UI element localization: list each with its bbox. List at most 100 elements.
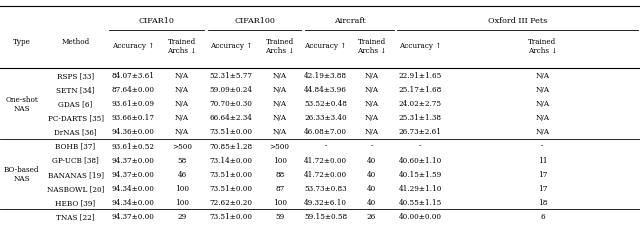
Text: 40.15±1.59: 40.15±1.59 [399, 170, 442, 178]
Text: 72.62±0.20: 72.62±0.20 [209, 198, 253, 206]
Text: N/A: N/A [273, 72, 287, 80]
Text: 24.02±2.75: 24.02±2.75 [399, 100, 442, 108]
Text: Trained
Archs ↓: Trained Archs ↓ [265, 38, 294, 55]
Text: Trained
Archs ↓: Trained Archs ↓ [168, 38, 196, 55]
Text: N/A: N/A [535, 100, 550, 108]
Text: N/A: N/A [364, 72, 379, 80]
Text: TNAS [22]: TNAS [22] [56, 212, 95, 220]
Text: CIFAR100: CIFAR100 [234, 17, 275, 25]
Text: 59: 59 [275, 212, 284, 220]
Text: 17: 17 [538, 184, 547, 192]
Text: BANANAS [19]: BANANAS [19] [47, 170, 104, 178]
Text: 94.37±0.00: 94.37±0.00 [111, 170, 154, 178]
Text: 87.64±0.00: 87.64±0.00 [111, 86, 154, 94]
Text: 52.31±5.77: 52.31±5.77 [209, 72, 253, 80]
Text: 58: 58 [177, 156, 187, 164]
Text: 100: 100 [273, 198, 287, 206]
Text: RSPS [33]: RSPS [33] [57, 72, 94, 80]
Text: SETN [34]: SETN [34] [56, 86, 95, 94]
Text: Type: Type [13, 38, 31, 46]
Text: 73.51±0.00: 73.51±0.00 [209, 170, 253, 178]
Text: 100: 100 [175, 198, 189, 206]
Text: Aircraft: Aircraft [333, 17, 365, 25]
Text: Accuracy ↑: Accuracy ↑ [304, 42, 347, 50]
Text: 42.19±3.88: 42.19±3.88 [304, 72, 347, 80]
Text: 41.72±0.00: 41.72±0.00 [304, 156, 347, 164]
Text: 25.31±1.38: 25.31±1.38 [399, 114, 442, 122]
Text: 40.00±0.00: 40.00±0.00 [399, 212, 442, 220]
Text: Oxford III Pets: Oxford III Pets [488, 17, 547, 25]
Text: 84.07±3.61: 84.07±3.61 [111, 72, 154, 80]
Text: -: - [541, 142, 543, 150]
Text: N/A: N/A [535, 86, 550, 94]
Text: 41.72±0.00: 41.72±0.00 [304, 170, 347, 178]
Text: Trained
Archs ↓: Trained Archs ↓ [528, 38, 557, 55]
Text: N/A: N/A [535, 128, 550, 136]
Text: 53.73±0.83: 53.73±0.83 [304, 184, 347, 192]
Text: N/A: N/A [535, 72, 550, 80]
Text: 49.32±6.10: 49.32±6.10 [304, 198, 347, 206]
Text: 59.09±0.24: 59.09±0.24 [209, 86, 253, 94]
Text: One-shot
NAS: One-shot NAS [5, 95, 38, 112]
Text: 11: 11 [538, 156, 547, 164]
Text: 70.70±0.30: 70.70±0.30 [210, 100, 252, 108]
Text: N/A: N/A [175, 100, 189, 108]
Text: 94.34±0.00: 94.34±0.00 [111, 198, 154, 206]
Text: 26.73±2.61: 26.73±2.61 [399, 128, 442, 136]
Text: -: - [419, 142, 421, 150]
Text: N/A: N/A [175, 128, 189, 136]
Text: 41.29±1.10: 41.29±1.10 [399, 184, 442, 192]
Text: 93.66±0.17: 93.66±0.17 [111, 114, 154, 122]
Text: N/A: N/A [364, 100, 379, 108]
Text: 94.37±0.00: 94.37±0.00 [111, 156, 154, 164]
Text: -: - [371, 142, 372, 150]
Text: CIFAR10: CIFAR10 [139, 17, 175, 25]
Text: 53.52±0.48: 53.52±0.48 [304, 100, 347, 108]
Text: BO-based
NAS: BO-based NAS [4, 166, 40, 183]
Text: 18: 18 [538, 198, 547, 206]
Text: 93.61±0.09: 93.61±0.09 [111, 100, 154, 108]
Text: Accuracy ↑: Accuracy ↑ [210, 42, 252, 50]
Text: 26: 26 [367, 212, 376, 220]
Text: 25.17±1.68: 25.17±1.68 [399, 86, 442, 94]
Text: 40.55±1.15: 40.55±1.15 [399, 198, 442, 206]
Text: 40.60±1.10: 40.60±1.10 [399, 156, 442, 164]
Text: Method: Method [61, 38, 90, 46]
Text: 29: 29 [177, 212, 187, 220]
Text: Trained
Archs ↓: Trained Archs ↓ [357, 38, 386, 55]
Text: N/A: N/A [175, 72, 189, 80]
Text: N/A: N/A [364, 86, 379, 94]
Text: 17: 17 [538, 170, 547, 178]
Text: 40: 40 [367, 170, 376, 178]
Text: BOHB [37]: BOHB [37] [56, 142, 95, 150]
Text: N/A: N/A [535, 114, 550, 122]
Text: PC-DARTS [35]: PC-DARTS [35] [47, 114, 104, 122]
Text: 73.51±0.00: 73.51±0.00 [209, 212, 253, 220]
Text: 87: 87 [275, 184, 284, 192]
Text: 40: 40 [367, 156, 376, 164]
Text: 94.34±0.00: 94.34±0.00 [111, 184, 154, 192]
Text: 59.15±0.58: 59.15±0.58 [304, 212, 347, 220]
Text: N/A: N/A [273, 128, 287, 136]
Text: 94.36±0.00: 94.36±0.00 [111, 128, 154, 136]
Text: 73.14±0.00: 73.14±0.00 [209, 156, 253, 164]
Text: 46: 46 [177, 170, 187, 178]
Text: 93.61±0.52: 93.61±0.52 [111, 142, 154, 150]
Text: GDAS [6]: GDAS [6] [58, 100, 93, 108]
Text: DrNAS [36]: DrNAS [36] [54, 128, 97, 136]
Text: 88: 88 [275, 170, 284, 178]
Text: Accuracy ↑: Accuracy ↑ [399, 42, 442, 50]
Text: HEBO [39]: HEBO [39] [56, 198, 95, 206]
Text: 40: 40 [367, 184, 376, 192]
Text: >500: >500 [172, 142, 192, 150]
Text: Accuracy ↑: Accuracy ↑ [111, 42, 154, 50]
Text: 100: 100 [175, 184, 189, 192]
Text: N/A: N/A [175, 86, 189, 94]
Text: N/A: N/A [273, 100, 287, 108]
Text: 100: 100 [273, 156, 287, 164]
Text: 46.08±7.00: 46.08±7.00 [304, 128, 347, 136]
Text: 6: 6 [540, 212, 545, 220]
Text: 73.51±0.00: 73.51±0.00 [209, 184, 253, 192]
Text: 26.33±3.40: 26.33±3.40 [304, 114, 347, 122]
Text: 70.85±1.28: 70.85±1.28 [209, 142, 253, 150]
